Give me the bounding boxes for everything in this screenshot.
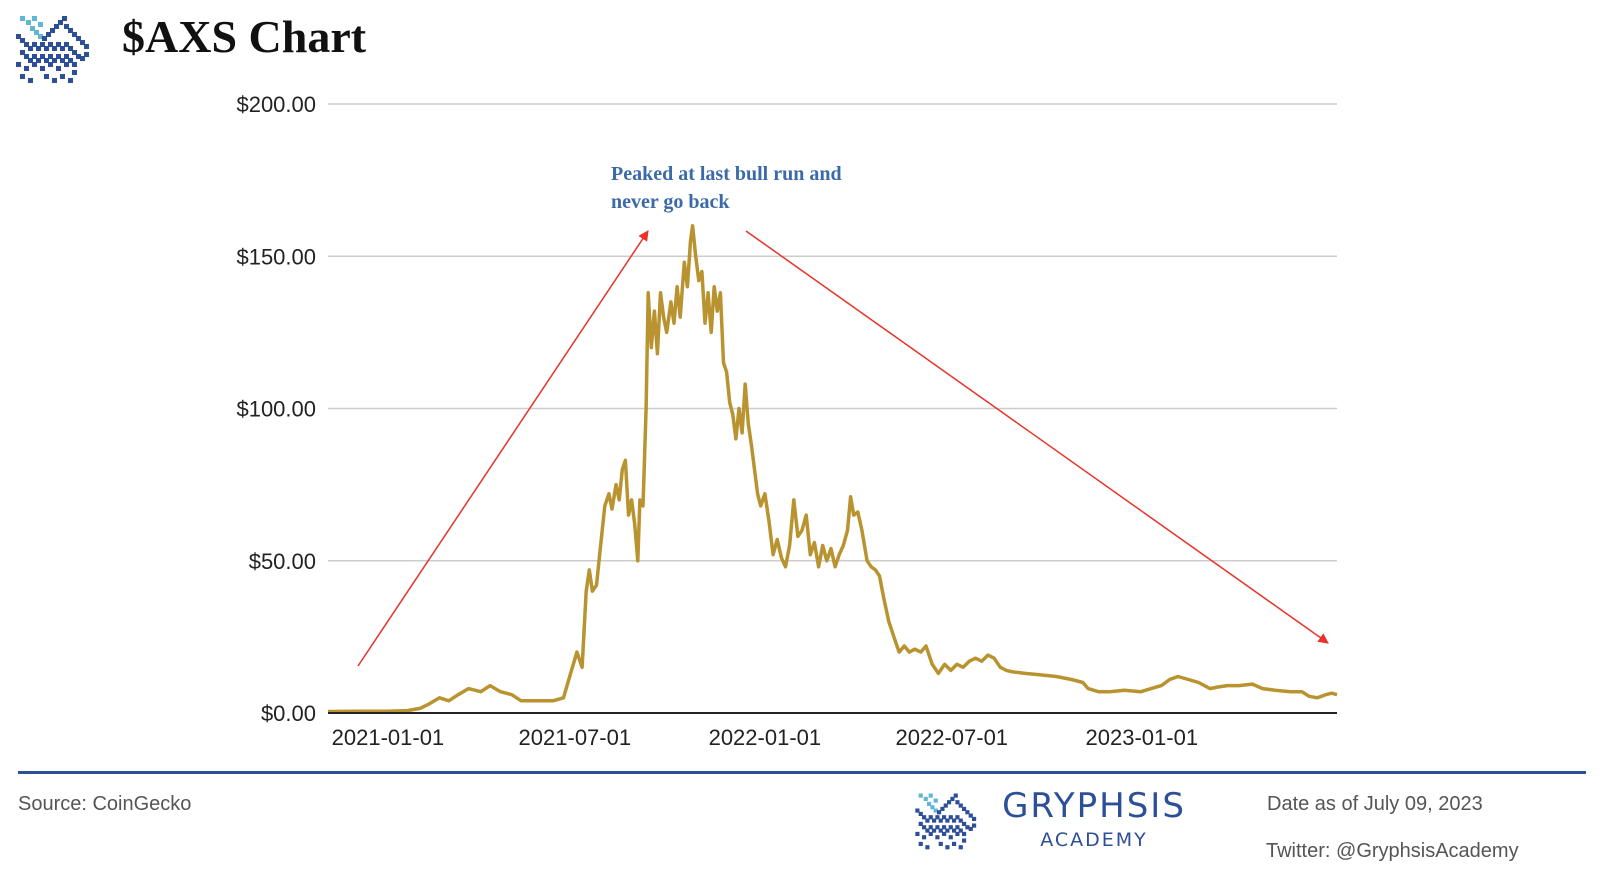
- brand-name: GRYPHSIS: [1002, 786, 1186, 826]
- y-tick-label: $150.00: [236, 244, 316, 269]
- y-tick-label: $200.00: [236, 92, 316, 117]
- annotation-text: never go back: [611, 191, 730, 213]
- annotation-text: Peaked at last bull run and: [611, 163, 842, 185]
- x-tick-label: 2023-01-01: [1086, 725, 1199, 750]
- twitter-handle: Twitter: @GryphsisAcademy: [1266, 840, 1519, 862]
- rise-arrow: [357, 230, 649, 667]
- x-tick-label: 2022-07-01: [896, 725, 1009, 750]
- x-tick-label: 2022-01-01: [709, 725, 822, 750]
- decline-arrow: [745, 230, 1329, 644]
- brand-logo-icon: [915, 793, 977, 850]
- y-tick-label: $50.00: [249, 549, 316, 574]
- gryphon-logo-icon: [16, 16, 89, 83]
- date-note: Date as of July 09, 2023: [1267, 793, 1483, 815]
- y-tick-label: $0.00: [261, 701, 316, 726]
- x-tick-label: 2021-07-01: [519, 725, 632, 750]
- brand-subtitle: ACADEMY: [1040, 829, 1148, 851]
- page-title: $AXS Chart: [122, 11, 367, 62]
- axs-price-chart: $0.00 $50.00 $100.00 $150.00 $200.00 2021-01-…: [236, 92, 1338, 750]
- footer-divider: [18, 771, 1586, 774]
- price-series-line: [327, 224, 1338, 714]
- x-tick-label: 2021-01-01: [332, 725, 445, 750]
- source-note: Source: CoinGecko: [18, 793, 192, 815]
- y-tick-label: $100.00: [236, 397, 316, 422]
